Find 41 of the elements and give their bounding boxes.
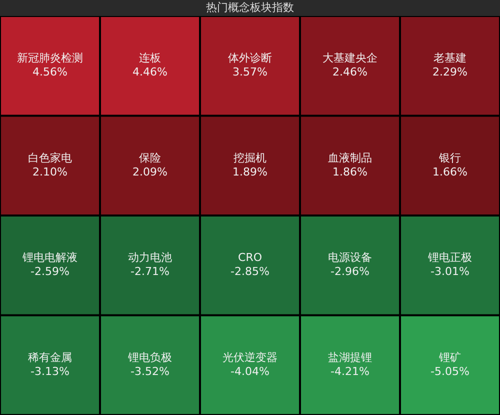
- data-label: -5.05%: [430, 364, 470, 378]
- data-label: -4.04%: [230, 364, 270, 378]
- category-label: 保险: [139, 151, 161, 164]
- data-label: 1.89%: [232, 165, 268, 178]
- data-label: -3.52%: [130, 364, 170, 378]
- data-label: 2.10%: [32, 165, 68, 178]
- data-label: 1.66%: [432, 165, 468, 178]
- data-label: 1.86%: [332, 165, 368, 178]
- category-label: 动力电池: [128, 251, 172, 264]
- category-label: 稀有金属: [28, 350, 72, 364]
- data-label: 2.29%: [432, 66, 468, 79]
- category-label: 挖掘机: [234, 151, 266, 164]
- category-label: 锂电电解液: [22, 251, 78, 264]
- data-label: -2.85%: [230, 265, 270, 278]
- category-label: 锂矿: [438, 350, 461, 364]
- data-label: -3.01%: [430, 265, 470, 278]
- data-label: 4.46%: [132, 66, 168, 79]
- category-label: 老基建: [434, 52, 466, 65]
- category-label: 锂电负极: [127, 350, 172, 364]
- category-label: 锂电正极: [427, 251, 472, 264]
- category-label: 白色家电: [28, 151, 72, 164]
- category-label: 体外诊断: [228, 52, 272, 65]
- data-label: -3.13%: [30, 364, 70, 378]
- category-label: 血液制品: [328, 151, 372, 164]
- data-label: 4.56%: [32, 66, 68, 79]
- data-label: -4.21%: [330, 364, 370, 378]
- category-label: 电源设备: [328, 251, 372, 264]
- data-label: -2.96%: [330, 265, 370, 278]
- category-label: 盐湖提锂: [328, 350, 372, 364]
- text: 热门概念板块指数: [0, 0, 500, 16]
- category-label: CRO: [238, 251, 262, 264]
- category-label: 光伏逆变器: [222, 350, 278, 364]
- data-label: -2.59%: [30, 265, 70, 278]
- data-label: 2.09%: [132, 165, 168, 178]
- category-label: 新冠肺炎检测: [17, 52, 83, 65]
- category-label: 银行: [438, 151, 461, 164]
- data-label: 3.57%: [232, 66, 268, 79]
- category-label: 大基建央企: [322, 52, 378, 65]
- data-label: -2.71%: [130, 265, 170, 278]
- data-label: 2.46%: [332, 66, 368, 79]
- category-label: 连板: [139, 52, 161, 65]
